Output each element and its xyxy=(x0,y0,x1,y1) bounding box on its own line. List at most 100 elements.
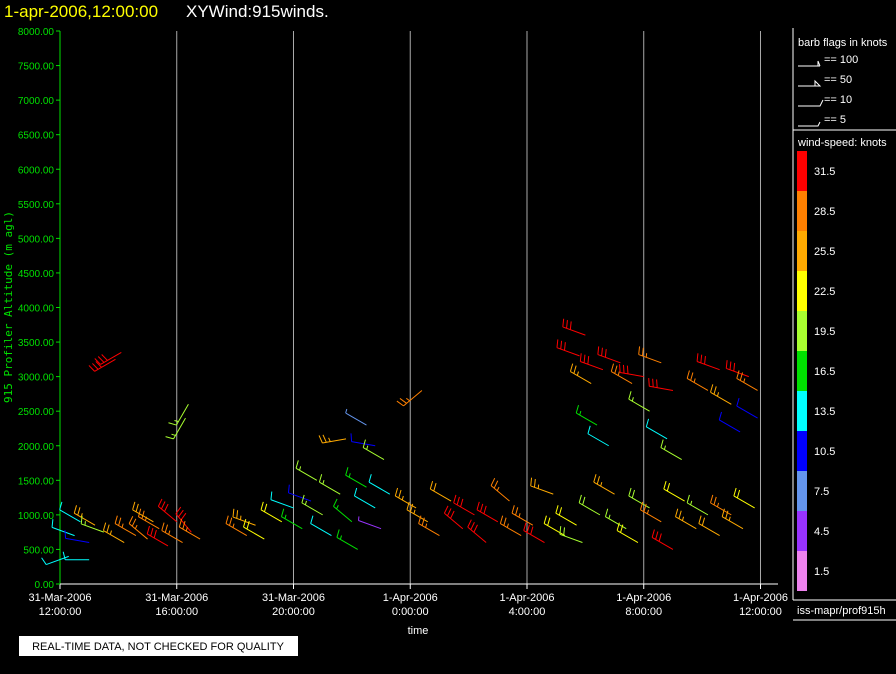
wind-barb xyxy=(638,346,662,364)
wind-barb xyxy=(64,530,90,544)
wind-barb xyxy=(610,363,633,384)
wind-barb xyxy=(132,501,154,523)
y-tick-label: 4500.00 xyxy=(18,269,55,280)
wind-barb xyxy=(511,505,534,526)
wind-barb xyxy=(523,522,545,543)
y-tick-label: 2000.00 xyxy=(18,442,55,453)
chart-title: 1-apr-2006,12:00:00 xyxy=(4,2,158,21)
y-tick-label: 500.00 xyxy=(23,545,54,556)
wind-barb xyxy=(333,498,353,523)
x-tick-label: 1-Apr-2006 xyxy=(499,592,554,604)
wind-barb xyxy=(396,390,423,407)
wind-barb xyxy=(686,494,709,516)
wind-barb xyxy=(345,467,367,488)
wind-barb xyxy=(733,487,755,509)
legend-entry: == 10 xyxy=(824,94,852,106)
y-tick-label: 7000.00 xyxy=(18,96,55,107)
x-tick-label: 4:00:00 xyxy=(509,606,546,618)
legend-entry: == 5 xyxy=(824,114,846,126)
wind-barb xyxy=(663,480,685,502)
wind-barb xyxy=(128,516,148,540)
wind-barb xyxy=(137,508,160,530)
wind-barb xyxy=(102,522,125,543)
wind-barb xyxy=(178,519,201,540)
x-tick-label: 31-Mar-2006 xyxy=(262,592,325,604)
quality-note: REAL-TIME DATA, NOT CHECKED FOR QUALITY xyxy=(32,641,284,653)
colorbar-label: 31.5 xyxy=(814,166,835,178)
colorbar-swatch xyxy=(797,511,807,551)
colorbar-label: 28.5 xyxy=(814,206,835,218)
y-tick-label: 6000.00 xyxy=(18,165,55,176)
wind-barb xyxy=(645,418,668,440)
wind-barb xyxy=(59,501,81,523)
wind-barb xyxy=(270,491,294,509)
wind-barb xyxy=(80,515,104,533)
x-tick-label: 8:00:00 xyxy=(625,606,662,618)
flag-icon xyxy=(798,79,822,87)
wind-barb xyxy=(165,417,186,440)
colorbar-swatch xyxy=(797,191,807,231)
colorbar-swatch xyxy=(797,391,807,431)
y-tick-label: 5000.00 xyxy=(18,234,55,245)
wind-barb xyxy=(616,522,639,543)
colorbar-label: 10.5 xyxy=(814,446,835,458)
wind-barb xyxy=(721,508,744,530)
legend-icons xyxy=(798,60,824,127)
wind-barb xyxy=(698,515,720,537)
wind-barb xyxy=(443,505,464,530)
wind-barb xyxy=(530,477,554,495)
wind-barb xyxy=(350,433,376,447)
legend-title: barb flags in knots xyxy=(798,37,888,49)
flag-icon xyxy=(798,60,821,67)
colorbar-swatch xyxy=(797,151,807,191)
x-tick-label: 1-Apr-2006 xyxy=(733,592,788,604)
legend-entry: == 100 xyxy=(824,54,858,66)
y-tick-label: 7500.00 xyxy=(18,62,55,73)
wind-barb xyxy=(94,351,122,365)
y-tick-label: 2500.00 xyxy=(18,407,55,418)
wind-barb xyxy=(578,494,601,516)
x-tick-label: 12:00:00 xyxy=(739,606,782,618)
wind-barb xyxy=(696,353,720,371)
colorbar-label: 25.5 xyxy=(814,246,835,258)
wind-barb xyxy=(225,515,248,537)
x-axis-label: time xyxy=(408,625,429,637)
note-box xyxy=(19,636,298,656)
wind-barb xyxy=(161,522,183,543)
wind-barb xyxy=(648,378,674,391)
source-label: iss-mapr/prof915h xyxy=(797,605,886,617)
wind-barb xyxy=(628,391,650,412)
wind-barb xyxy=(362,439,385,461)
chart-subtitle: XYWind:915winds. xyxy=(186,2,329,21)
wind-barb xyxy=(556,339,580,357)
wind-barb xyxy=(569,363,592,384)
wind-barb xyxy=(593,474,615,495)
wind-barb xyxy=(562,318,586,336)
x-tick-label: 31-Mar-2006 xyxy=(29,592,92,604)
colorbar-label: 7.5 xyxy=(814,486,829,498)
wind-barb xyxy=(310,515,332,537)
colorbar-label: 19.5 xyxy=(814,326,835,338)
y-axis-label: 915 Profiler Altitude (m agl) xyxy=(2,211,15,403)
wind-barb xyxy=(575,404,598,426)
x-tick-label: 16:00:00 xyxy=(155,606,198,618)
wind-barb xyxy=(260,501,283,523)
colorbar-swatch xyxy=(797,351,807,391)
wind-barb xyxy=(476,501,499,523)
x-tick-label: 1-Apr-2006 xyxy=(383,592,438,604)
colorbar-title: wind-speed: knots xyxy=(797,137,887,149)
wind-barb xyxy=(345,408,367,426)
wind-barb xyxy=(368,474,391,495)
wind-barb xyxy=(490,477,510,502)
wind-barb xyxy=(295,460,318,481)
wind-barb xyxy=(394,487,417,509)
colorbar-label: 22.5 xyxy=(814,286,835,298)
wind-barb xyxy=(579,353,604,371)
wind-barb xyxy=(710,384,732,405)
y-tick-label: 3000.00 xyxy=(18,373,55,384)
wind-barb xyxy=(718,411,741,433)
wind-barb xyxy=(660,439,682,461)
wind-barb xyxy=(146,525,169,547)
colorbar-label: 4.5 xyxy=(814,526,829,538)
